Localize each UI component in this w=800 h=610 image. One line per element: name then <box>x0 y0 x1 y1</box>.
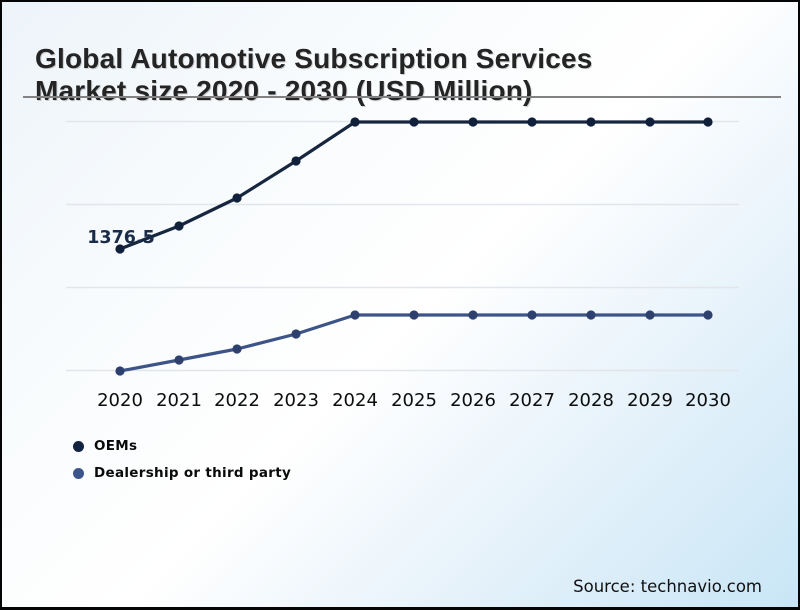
legend-item-dealership: Dealership or third party <box>73 465 291 481</box>
title-divider <box>23 96 781 98</box>
x-axis-label-2030: 2030 <box>685 390 731 411</box>
series-line-dealership-or-third-party <box>118 313 710 373</box>
data-point-oems-2025 <box>409 117 419 127</box>
x-axis-label-2026: 2026 <box>450 390 496 411</box>
data-point-dealership-or-third-party-2028 <box>586 310 596 320</box>
x-axis-label-2025: 2025 <box>391 390 437 411</box>
data-point-dealership-or-third-party-2025 <box>409 310 419 320</box>
data-point-dealership-or-third-party-2022 <box>232 344 242 354</box>
data-point-oems-2024 <box>350 117 360 127</box>
data-point-oems-2029 <box>645 117 655 127</box>
data-point-dealership-or-third-party-2020 <box>115 366 125 376</box>
series-line-oems <box>118 120 710 251</box>
data-point-oems-2021 <box>174 221 184 231</box>
legend-item-oems: OEMs <box>73 438 291 454</box>
x-axis-label-2023: 2023 <box>273 390 319 411</box>
chart-legend: OEMs Dealership or third party <box>73 438 291 492</box>
data-point-dealership-or-third-party-2027 <box>527 310 537 320</box>
data-point-oems-2030 <box>703 117 713 127</box>
data-point-oems-2023 <box>291 156 301 166</box>
x-axis-label-2020: 2020 <box>97 390 143 411</box>
data-point-dealership-or-third-party-2026 <box>468 310 478 320</box>
x-axis-label-2028: 2028 <box>568 390 614 411</box>
data-point-dealership-or-third-party-2021 <box>174 355 184 365</box>
line-chart: 2020 2021 2022 2023 2024 2025 2026 2027 2028 2029… <box>66 117 739 411</box>
legend-marker-dealership-icon <box>73 467 84 479</box>
data-point-dealership-or-third-party-2023 <box>291 329 301 339</box>
data-point-oems-2027 <box>527 117 537 127</box>
data-point-dealership-or-third-party-2030 <box>703 310 713 320</box>
page-title-line2: Market size 2020 - 2030 (USD Million) <box>35 74 533 106</box>
x-axis-label-2022: 2022 <box>214 390 260 411</box>
data-point-dealership-or-third-party-2024 <box>350 310 360 320</box>
data-point-dealership-or-third-party-2029 <box>645 310 655 320</box>
x-axis-label-2021: 2021 <box>156 390 202 411</box>
page-title: Global Automotive Subscription Services … <box>35 43 593 107</box>
x-axis-label-2029: 2029 <box>627 390 673 411</box>
x-axis-label-2024: 2024 <box>332 390 378 411</box>
legend-label-oems: OEMs <box>94 438 138 454</box>
x-axis-label-2027: 2027 <box>509 390 555 411</box>
data-point-oems-2026 <box>468 117 478 127</box>
data-point-oems-2020 <box>115 244 125 254</box>
data-point-oems-2028 <box>586 117 596 127</box>
point-value-label: 1376.5 <box>87 228 155 248</box>
page-title-line1: Global Automotive Subscription Services <box>35 42 593 74</box>
source-attribution: Source: technavio.com <box>573 577 762 596</box>
legend-label-dealership: Dealership or third party <box>94 465 292 481</box>
data-point-oems-2022 <box>232 193 242 203</box>
legend-marker-oems-icon <box>73 440 84 452</box>
